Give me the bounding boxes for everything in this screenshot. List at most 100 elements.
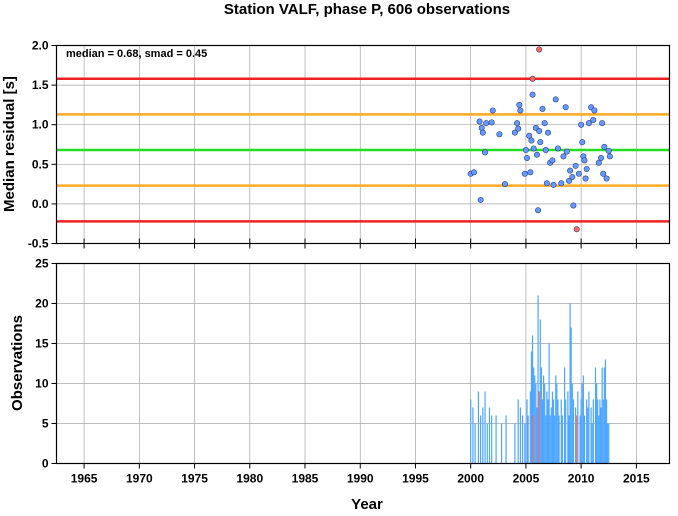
observation-bar	[600, 407, 602, 464]
residual-point	[603, 175, 610, 182]
observations-y-axis-title: Observations	[9, 315, 26, 411]
residual-point	[537, 139, 544, 146]
observation-bar	[547, 399, 549, 464]
reference-lines	[56, 77, 670, 223]
x-tick-label: 1970	[126, 472, 153, 486]
observation-bar	[572, 399, 575, 464]
observation-bar	[551, 391, 554, 464]
observation-bar	[482, 407, 484, 464]
observation-bar	[592, 399, 594, 464]
residual-point	[542, 147, 549, 154]
residual-point	[560, 153, 567, 160]
x-tick-label: 2005	[513, 472, 540, 486]
observation-bar	[591, 423, 593, 464]
residual-point	[521, 170, 528, 177]
residual-point	[591, 107, 598, 114]
observation-bar	[470, 399, 472, 464]
residual-point	[549, 157, 556, 164]
residual-point	[533, 151, 540, 158]
residual-y-ticks: -0.5 0.0 0.5 1.0 1.5 2.0	[28, 39, 637, 251]
x-tick-label: 1985	[292, 472, 319, 486]
residual-point	[599, 120, 606, 127]
observation-bar	[491, 415, 493, 464]
y-tick-label: 0.0	[32, 197, 49, 211]
residual-point	[573, 226, 580, 233]
observation-bar	[588, 391, 590, 464]
residual-point	[536, 46, 543, 53]
residual-point	[536, 128, 543, 135]
observation-bar	[519, 407, 521, 464]
observation-bar	[495, 415, 497, 464]
residual-y-axis-title: Median residual [s]	[1, 76, 18, 212]
median-annotation: median = 0.68, smad = 0.45	[66, 48, 207, 60]
y-tick-label: 0.5	[32, 157, 49, 171]
observation-bar	[538, 391, 540, 464]
observation-bar	[598, 415, 600, 464]
observation-bar	[582, 375, 584, 464]
residual-point	[522, 147, 529, 154]
observation-bar	[527, 415, 529, 464]
observation-bar	[545, 415, 547, 464]
x-tick-label: 1975	[181, 472, 208, 486]
observation-bar	[524, 423, 526, 464]
residual-point	[516, 101, 523, 108]
residual-point	[567, 167, 574, 174]
observation-bar	[607, 423, 609, 464]
residual-point	[529, 91, 536, 98]
residual-point	[477, 196, 484, 203]
residual-point	[606, 153, 613, 160]
residual-point	[562, 104, 569, 111]
observation-bar	[576, 415, 578, 464]
y-tick-label: 15	[35, 337, 49, 351]
observation-bar	[590, 407, 592, 464]
x-tick-label: 2000	[457, 472, 484, 486]
residual-point	[585, 120, 592, 127]
residual-panel: -0.5 0.0 0.5 1.0 1.5 2.0 median = 0.68, smad …	[1, 39, 671, 251]
residual-point	[605, 147, 612, 154]
residual-point	[578, 121, 585, 128]
residual-point	[595, 159, 602, 166]
residual-point	[479, 129, 486, 136]
observations-panel: 0 5 10 15 20 25 1965 1970 1975 1980 1985 1990 1995 2…	[9, 243, 671, 513]
observation-bar	[539, 319, 541, 464]
y-tick-label: 25	[35, 257, 49, 271]
observation-bar	[586, 399, 588, 464]
observation-bar	[501, 423, 503, 464]
residual-point	[552, 96, 559, 103]
observation-bar	[544, 383, 546, 464]
observation-bar	[597, 399, 599, 464]
residual-point	[572, 162, 579, 169]
residual-point	[526, 132, 533, 139]
observation-bar	[569, 303, 571, 464]
observation-bar	[486, 423, 488, 464]
observation-bar	[542, 375, 545, 464]
observation-bar	[531, 415, 534, 464]
observation-bar	[480, 415, 482, 464]
observation-bar	[535, 383, 537, 464]
residual-point	[565, 177, 572, 184]
observation-bar	[583, 415, 586, 464]
observation-bar	[474, 423, 476, 464]
observation-bar	[552, 399, 555, 464]
observation-bar	[526, 399, 528, 464]
x-tick-label: 1965	[71, 472, 98, 486]
chart-title: Station VALF, phase P, 606 observations	[224, 1, 510, 18]
observation-bar	[563, 367, 566, 464]
residual-point	[511, 129, 518, 136]
y-tick-label: 1.5	[32, 78, 49, 92]
residual-point	[514, 120, 521, 127]
y-tick-label: 0	[42, 457, 49, 471]
residual-point	[489, 107, 496, 114]
observation-bar	[561, 415, 563, 464]
observation-bar	[608, 423, 610, 464]
observation-bar	[546, 391, 548, 464]
year-x-axis-title: Year	[351, 496, 383, 511]
observation-bar	[557, 399, 559, 464]
observation-bar	[599, 399, 601, 464]
residual-point	[482, 149, 489, 156]
observation-bar	[556, 383, 558, 464]
residual-point	[545, 129, 552, 136]
observation-bar	[488, 407, 491, 464]
residual-point	[524, 154, 531, 161]
